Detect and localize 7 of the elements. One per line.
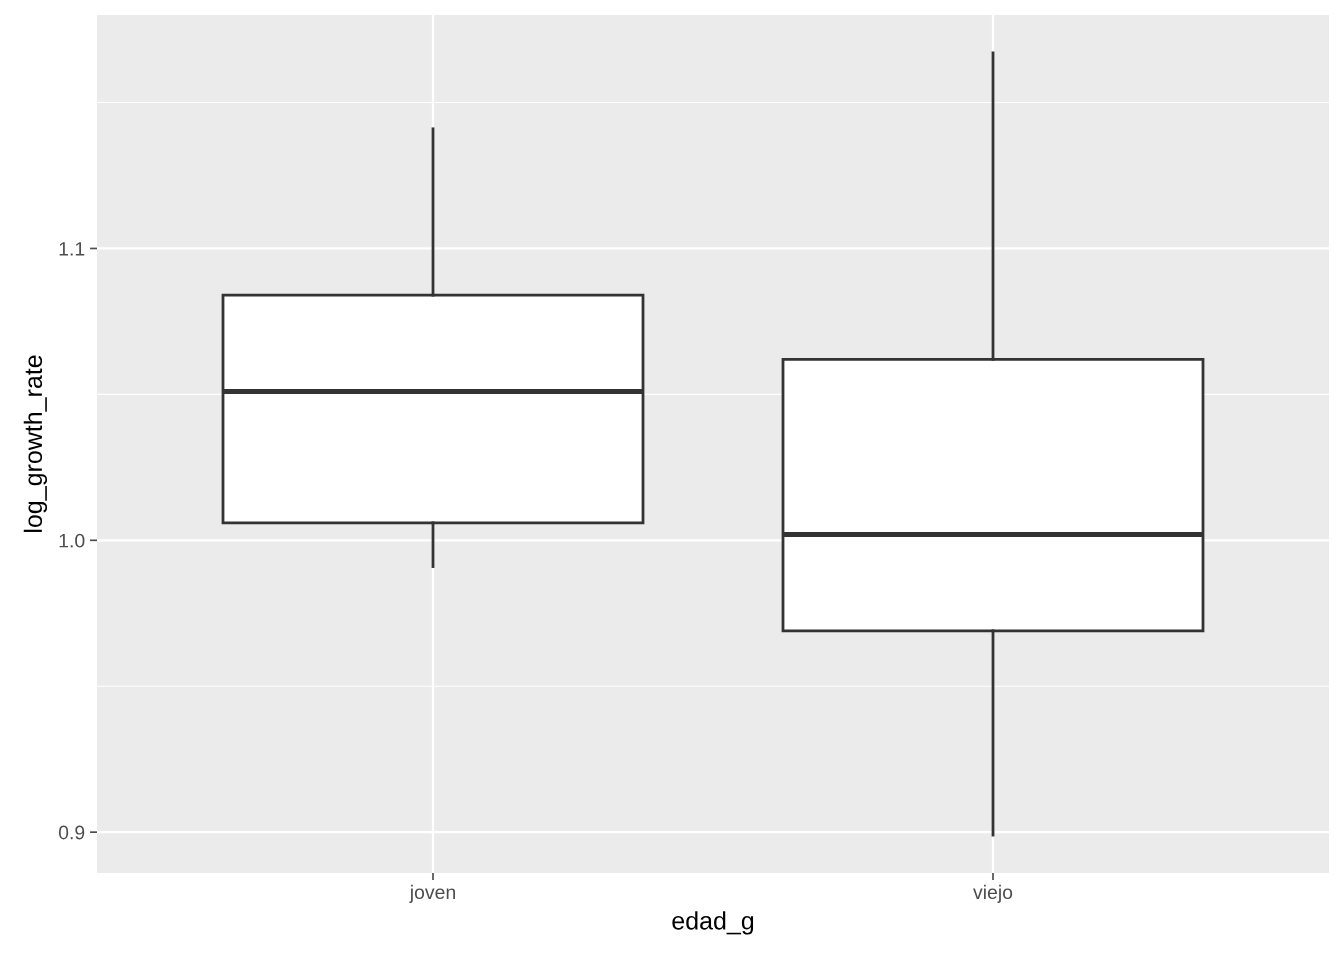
y-tick-label: 1.1 <box>59 242 85 256</box>
y-axis-title: log_growth_rate <box>23 355 48 532</box>
y-tick-label: 0.9 <box>58 825 85 840</box>
x-tick-label: viejo <box>973 884 1013 903</box>
x-tick-label: joven <box>409 884 455 903</box>
y-tick-label: 1.0 <box>59 533 85 548</box>
x-axis-title: edad_g <box>672 911 754 935</box>
